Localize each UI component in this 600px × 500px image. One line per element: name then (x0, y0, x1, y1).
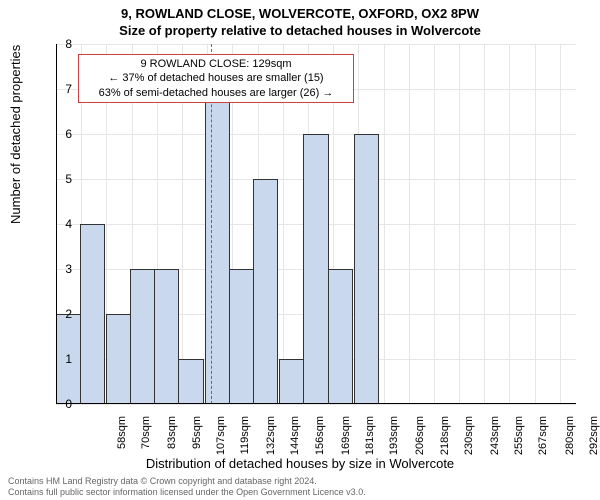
x-tick-label: 156sqm (314, 416, 326, 466)
x-tick-label: 58sqm (116, 416, 128, 466)
x-tick-label: 83sqm (166, 416, 178, 466)
gridline-h (56, 44, 576, 45)
footer-line-1: Contains HM Land Registry data © Crown c… (8, 476, 366, 487)
x-tick-label: 280sqm (564, 416, 576, 466)
histogram-bar (279, 359, 304, 404)
histogram-bar (178, 359, 203, 404)
x-tick-label: 144sqm (289, 416, 301, 466)
x-tick-label: 206sqm (414, 416, 426, 466)
gridline-v (484, 44, 485, 404)
histogram-bar (80, 224, 105, 404)
histogram-bar (106, 314, 131, 404)
y-tick-label: 5 (52, 172, 72, 186)
histogram-bar (154, 269, 179, 404)
histogram-bar (328, 269, 353, 404)
gridline-v (560, 44, 561, 404)
annotation-line-1: 9 ROWLAND CLOSE: 129sqm (85, 57, 347, 71)
y-tick-label: 1 (52, 352, 72, 366)
x-tick-label: 95sqm (191, 416, 203, 466)
histogram-bar (303, 134, 328, 404)
x-tick-label: 267sqm (537, 416, 549, 466)
gridline-h (56, 404, 576, 405)
footer-attribution: Contains HM Land Registry data © Crown c… (8, 476, 366, 498)
title-line-2: Size of property relative to detached ho… (0, 21, 600, 38)
x-tick-label: 218sqm (439, 416, 451, 466)
x-tick-label: 230sqm (463, 416, 475, 466)
x-tick-label: 119sqm (239, 416, 251, 466)
x-tick-label: 193sqm (388, 416, 400, 466)
x-tick-label: 132sqm (265, 416, 277, 466)
gridline-v (409, 44, 410, 404)
histogram-bar (229, 269, 254, 404)
chart-container: 9, ROWLAND CLOSE, WOLVERCOTE, OXFORD, OX… (0, 0, 600, 500)
x-tick-label: 181sqm (364, 416, 376, 466)
x-tick-label: 292sqm (588, 416, 600, 466)
y-tick-label: 3 (52, 262, 72, 276)
histogram-bar (205, 89, 230, 404)
gridline-v (434, 44, 435, 404)
y-tick-label: 4 (52, 217, 72, 231)
gridline-v (459, 44, 460, 404)
y-axis-label: Number of detached properties (8, 45, 23, 224)
annotation-box: 9 ROWLAND CLOSE: 129sqm ← 37% of detache… (78, 54, 354, 103)
y-tick-label: 6 (52, 127, 72, 141)
histogram-bar (253, 179, 278, 404)
x-tick-label: 243sqm (489, 416, 501, 466)
footer-line-2: Contains full public sector information … (8, 487, 366, 498)
x-tick-label: 169sqm (340, 416, 352, 466)
gridline-v (535, 44, 536, 404)
y-tick-label: 8 (52, 37, 72, 51)
x-tick-label: 70sqm (140, 416, 152, 466)
histogram-bar (130, 269, 155, 404)
y-tick-label: 7 (52, 82, 72, 96)
x-tick-label: 107sqm (215, 416, 227, 466)
x-axis-line (56, 403, 576, 404)
y-tick-label: 0 (52, 397, 72, 411)
histogram-bar (354, 134, 379, 404)
annotation-line-3: 63% of semi-detached houses are larger (… (85, 86, 347, 100)
y-tick-label: 2 (52, 307, 72, 321)
annotation-line-2: ← 37% of detached houses are smaller (15… (85, 71, 347, 85)
gridline-v (384, 44, 385, 404)
title-line-1: 9, ROWLAND CLOSE, WOLVERCOTE, OXFORD, OX… (0, 0, 600, 21)
gridline-v (509, 44, 510, 404)
x-tick-label: 255sqm (513, 416, 525, 466)
